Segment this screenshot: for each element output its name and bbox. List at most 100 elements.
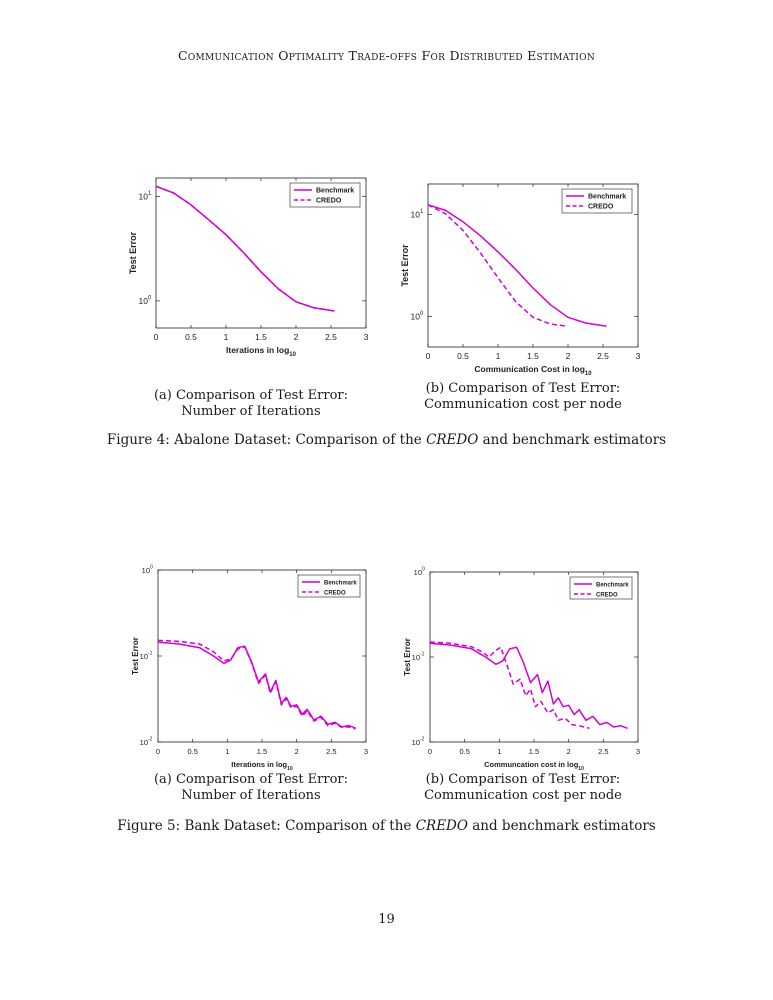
legend-label: CREDO — [588, 204, 614, 211]
x-tick-label: 1 — [225, 747, 229, 756]
legend-label: CREDO — [596, 593, 618, 599]
y-axis-label: Test Error — [403, 638, 412, 676]
legend-label: Benchmark — [324, 581, 357, 587]
subcaption-fig5a: (a) Comparison of Test Error: Number of … — [153, 772, 349, 803]
y-tick-label: 10 — [414, 568, 422, 577]
y-tick-exponent: -2 — [148, 737, 153, 743]
x-tick-label: 0.5 — [185, 332, 197, 342]
x-tick-label: 2.5 — [598, 747, 608, 756]
running-head: Communication Optimality Trade-offs For … — [177, 48, 596, 63]
x-tick-label: 3 — [364, 332, 369, 342]
caption-text: and benchmark estimators — [467, 818, 656, 834]
x-tick-label: 1.5 — [255, 332, 267, 342]
y-tick-exponent: 1 — [148, 191, 152, 197]
series-line-benchmark — [157, 641, 356, 729]
legend-box — [561, 188, 633, 214]
series-line-benchmark — [427, 204, 607, 327]
x-tick-label: 2.5 — [325, 332, 337, 342]
x-tick-label: 3 — [636, 351, 641, 361]
chart-fig4a: 0 0.5 1 1.5 2 2.5 3 10 1 10 0 Iterations in log10 Te… — [126, 172, 376, 382]
legend-label: Benchmark — [316, 188, 354, 195]
y-tick-label: 10 — [411, 210, 421, 220]
y-tick-label: 10 — [412, 653, 420, 662]
chart-fig4b: 0 0.5 1 1.5 2 2.5 3 10 1 10 0 Communication Cost in… — [398, 172, 648, 382]
page-number: 19 — [378, 912, 395, 927]
y-tick-exponent: 0 — [422, 567, 425, 573]
y-tick-exponent: -2 — [420, 737, 425, 743]
y-tick-label: 10 — [412, 738, 420, 747]
x-tick-label: 0.5 — [187, 747, 197, 756]
series-line-credo — [427, 204, 569, 327]
x-tick-label: 0 — [156, 747, 160, 756]
x-tick-label: 2.5 — [597, 351, 609, 361]
x-tick-label: 0 — [428, 747, 432, 756]
x-tick-label: 2 — [566, 351, 571, 361]
legend-label: Benchmark — [596, 583, 629, 589]
x-tick-label: 1.5 — [257, 747, 267, 756]
subcaption-fig5b: (b) Comparison of Test Error: Communicat… — [424, 772, 622, 803]
chart-legend: Benchmark CREDO — [297, 574, 361, 598]
y-tick-label: 10 — [140, 652, 148, 661]
legend-label: CREDO — [316, 198, 342, 205]
x-tick-label: 0.5 — [457, 351, 469, 361]
series-line-credo — [155, 185, 335, 312]
legend-label: Benchmark — [588, 194, 626, 201]
legend-box — [289, 182, 361, 208]
x-axis-label: Communication Cost in log10 — [474, 364, 592, 377]
figure-5-caption: Figure 5: Bank Dataset: Comparison of th… — [0, 818, 773, 834]
x-tick-label: 0 — [154, 332, 159, 342]
y-tick-label: 10 — [139, 191, 149, 201]
caption-text: and benchmark estimators — [478, 432, 667, 448]
chart-legend: Benchmark CREDO — [569, 576, 633, 600]
x-tick-label: 2 — [567, 747, 571, 756]
x-axis-label: Communcation cost in log10 — [484, 760, 584, 772]
y-tick-exponent: 0 — [148, 295, 152, 301]
x-axis-label: Iterations in log10 — [231, 760, 293, 772]
credo-name: CREDO — [415, 818, 468, 834]
x-tick-label: 3 — [364, 747, 368, 756]
x-tick-label: 2 — [294, 332, 299, 342]
y-axis-label: Test Error — [131, 637, 140, 675]
x-tick-label: 0 — [426, 351, 431, 361]
chart-fig5a: 0 0.5 1 1.5 2 2.5 3 10 0 10 -1 10 -2 Iterations in lo… — [126, 565, 376, 774]
chart-legend: Benchmark CREDO — [289, 182, 361, 208]
x-tick-label: 1.5 — [527, 351, 539, 361]
legend-box — [297, 574, 361, 598]
x-tick-label: 3 — [636, 747, 640, 756]
x-tick-label: 1.5 — [529, 747, 539, 756]
y-axis-label: Test Error — [400, 244, 410, 287]
x-tick-label: 2 — [295, 747, 299, 756]
legend-label: CREDO — [324, 591, 346, 597]
chart-fig5b: 0 0.5 1 1.5 2 2.5 3 10 0 10 -1 10 -2 Communcation cos… — [398, 566, 648, 774]
y-tick-exponent: 1 — [420, 209, 424, 215]
credo-name: CREDO — [426, 432, 479, 448]
y-tick-exponent: 0 — [420, 311, 424, 317]
x-tick-label: 1 — [496, 351, 501, 361]
chart-legend: Benchmark CREDO — [561, 188, 633, 214]
y-tick-label: 10 — [140, 738, 148, 747]
caption-text: Figure 4: Abalone Dataset: Comparison of… — [106, 432, 427, 448]
y-axis-label: Test Error — [128, 231, 138, 274]
y-tick-label: 10 — [139, 296, 149, 306]
legend-box — [569, 576, 633, 600]
figure-4-caption: Figure 4: Abalone Dataset: Comparison of… — [0, 432, 773, 448]
y-tick-label: 10 — [142, 566, 150, 575]
series-line-credo — [429, 641, 590, 730]
y-tick-label: 10 — [411, 311, 421, 321]
y-tick-exponent: 0 — [150, 565, 153, 571]
subcaption-fig4a: (a) Comparison of Test Error: Number of … — [153, 388, 349, 419]
series-line-credo — [157, 639, 356, 730]
x-tick-label: 1 — [497, 747, 501, 756]
x-axis-label: Iterations in log10 — [226, 345, 297, 358]
y-tick-exponent: -1 — [148, 651, 153, 657]
subcaption-fig4b: (b) Comparison of Test Error: Communicat… — [424, 381, 622, 412]
x-tick-label: 1 — [224, 332, 229, 342]
caption-text: Figure 5: Bank Dataset: Comparison of th… — [117, 818, 416, 834]
y-tick-exponent: -1 — [420, 652, 425, 658]
x-tick-label: 2.5 — [326, 747, 336, 756]
series-line-benchmark — [429, 642, 628, 730]
